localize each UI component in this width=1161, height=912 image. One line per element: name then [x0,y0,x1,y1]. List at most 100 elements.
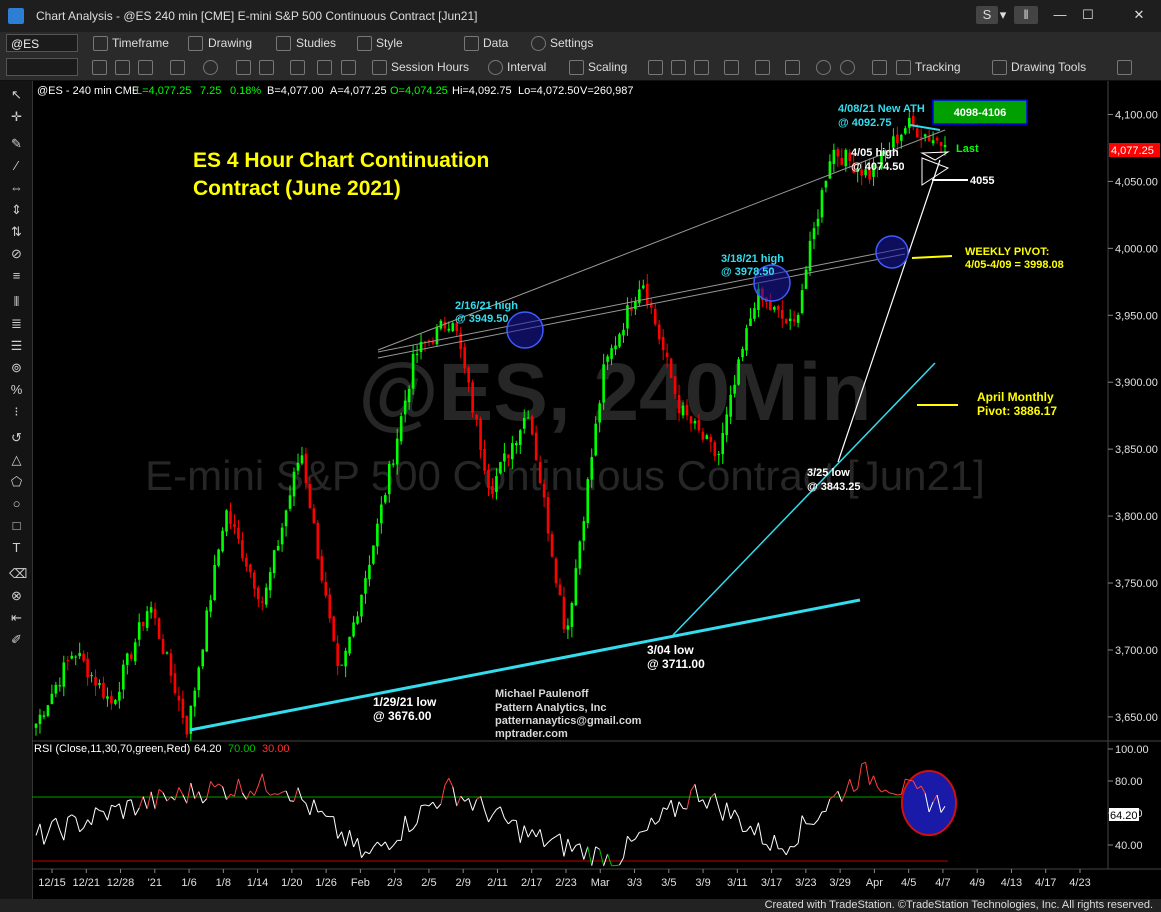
feb16-high-circle[interactable] [506,311,544,349]
hline-icon[interactable]: ⇕ [11,202,22,217]
toolbar-icon-8[interactable] [317,60,332,75]
toolbar-icon-9[interactable] [341,60,356,75]
rsi-highlight-circle[interactable] [901,770,957,836]
refresh-icon[interactable] [203,60,218,75]
rectangle-icon[interactable]: □ [12,518,21,533]
textbox-icon[interactable]: T [12,540,21,555]
candle-body [880,150,883,169]
candle-body [689,416,693,424]
maximize-button[interactable]: ☐ [1082,7,1094,22]
fib-icon[interactable]: ≡ [12,268,21,283]
polygon-icon[interactable]: ⬠ [10,474,23,489]
close-button[interactable]: ✕ [1133,7,1145,22]
toolbar-icon-12[interactable] [785,60,800,75]
brush-icon[interactable]: ✐ [11,632,22,647]
rsi-segment [900,779,906,795]
symbol-link-button[interactable]: S [976,6,998,24]
ray-icon[interactable]: ⇔ [10,180,23,195]
zoom-in-icon[interactable] [816,60,831,75]
bar-chart-icon[interactable] [648,60,663,75]
major-support-trendline[interactable] [189,598,861,732]
gann-icon[interactable]: ⫴ [13,294,20,309]
toolbar-icon-5[interactable] [236,60,251,75]
back-arrow-icon[interactable]: ⇤ [11,610,22,625]
link-dropdown-button[interactable]: ▾ [999,7,1007,22]
vline-icon[interactable]: ⇅ [11,224,22,239]
candle-body [177,695,181,701]
candle-body [693,420,697,424]
ohlc-chart-icon[interactable] [694,60,709,75]
ath-label-b: @ 4092.75 [838,117,892,129]
price-axis-panel[interactable] [1108,81,1161,741]
drawing-tools-icon [992,60,1007,75]
arc-icon[interactable]: ↺ [11,430,22,445]
upper-channel-line-1[interactable] [377,129,946,351]
symbol-input[interactable]: @ES [6,34,78,52]
mar18-high-circle[interactable] [753,264,791,302]
studies-menu[interactable]: Studies [296,36,337,50]
candle-body [237,527,240,539]
interval-menu[interactable]: Interval [507,60,547,74]
eraser-icon[interactable]: ⌫ [9,566,28,581]
percent-icon[interactable]: % [10,382,23,397]
rsi-segment [245,790,251,800]
pause-button[interactable]: ‖ [1014,6,1038,24]
candle-body [888,149,891,151]
candle-body [193,690,197,707]
pen-icon[interactable]: ✎ [11,136,22,151]
arrow-icon[interactable]: ↖ [11,87,22,102]
toolbar-icon-7[interactable] [290,60,305,75]
grid-icon[interactable] [872,60,887,75]
toolbar-icon-6[interactable] [259,60,274,75]
channel-icon[interactable]: ⊘ [11,246,22,261]
candle-chart-icon[interactable] [671,60,686,75]
weekly-pivot-circle[interactable] [875,235,909,269]
toolbar-icon-11[interactable] [755,60,770,75]
upper-channel-line-2[interactable] [377,253,906,359]
rsi-segment [380,841,386,847]
march-support-trendline[interactable] [672,362,936,636]
style-menu[interactable]: Style [376,36,403,50]
toolbar-icon-1[interactable] [92,60,107,75]
rsi-segment [388,845,394,851]
rsi-segment [706,797,712,809]
april-support-trendline[interactable] [837,159,941,463]
export-icon[interactable] [1117,60,1132,75]
candle-body [642,285,645,289]
target-zone-box[interactable] [932,99,1028,125]
minimize-button[interactable]: — [1053,7,1067,22]
tracking-menu[interactable]: Tracking [915,60,961,74]
candle-body [62,662,66,687]
candle-body [598,403,601,423]
triangle-icon[interactable]: △ [11,452,22,467]
session-hours-menu[interactable]: Session Hours [391,60,470,74]
price-tick-label: 3,950.00 [1115,310,1158,322]
cycle-icon[interactable]: ⊚ [11,360,22,375]
rsi-segment [765,844,771,851]
toolbar-icon-3[interactable] [138,60,153,75]
magnet-icon[interactable]: ⊗ [11,588,22,603]
trendline-icon[interactable]: ⁄ [15,158,18,173]
scaling-menu[interactable]: Scaling [588,60,628,74]
drawing-tools-menu[interactable]: Drawing Tools [1011,60,1087,74]
list-icon[interactable]: ☰ [10,338,23,353]
rsi-segment [91,807,97,825]
upper-channel-line-3[interactable] [377,247,906,353]
candle-body [630,307,633,311]
zoom-out-icon[interactable] [840,60,855,75]
interval-input[interactable] [6,58,78,76]
drawing-menu[interactable]: Drawing [208,36,253,50]
data-menu[interactable]: Data [483,36,509,50]
candle-body [721,433,725,455]
target-zone-label: 4098-4106 [954,107,1007,119]
ellipse-icon[interactable]: ○ [12,496,21,511]
timeframe-menu[interactable]: Timeframe [112,36,169,50]
toolbar-icon-4[interactable] [170,60,185,75]
crosshair-icon[interactable]: ✛ [11,109,22,124]
toolbar-icon-2[interactable] [115,60,130,75]
levels-icon[interactable]: ⁝ [14,404,19,419]
toolbar-icon-10[interactable] [724,60,739,75]
text-icon[interactable]: ≣ [11,316,22,331]
settings-menu[interactable]: Settings [550,36,594,50]
